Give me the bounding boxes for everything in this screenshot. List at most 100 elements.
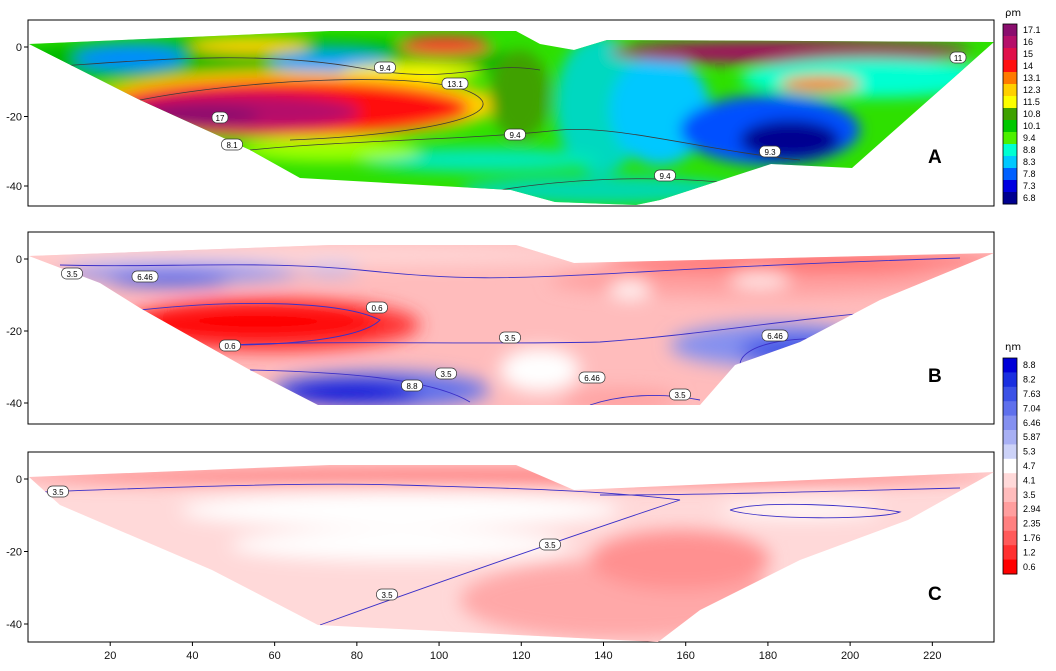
contour-label: 8.1: [221, 138, 243, 151]
contour-label: 11: [949, 51, 967, 64]
colorbar-swatch: [1003, 60, 1017, 73]
contour-label: 9.4: [504, 128, 526, 141]
colorbar-swatch: [1003, 372, 1017, 388]
x-tick-label: 120: [512, 650, 530, 662]
svg-text:3.5: 3.5: [381, 591, 393, 600]
colorbar-title: ηm: [1005, 342, 1021, 353]
contour-label: 17: [211, 111, 229, 124]
y-tick-label: -40: [6, 619, 22, 631]
axes: 0 -20 -40 0 -20 -40 0 -20 -40 20 40 60 80 100 120 140 16…: [6, 42, 941, 662]
colorbar-swatch: [1003, 48, 1017, 61]
contour-label: 3.5: [435, 367, 457, 380]
svg-text:8.8: 8.8: [406, 382, 418, 391]
colorbar-title: ρm: [1005, 8, 1021, 19]
colorbar-swatch: [1003, 192, 1017, 205]
colorbar-level-label: 6.8: [1023, 193, 1036, 203]
x-tick-label: 220: [923, 650, 941, 662]
colorbar-swatch: [1003, 358, 1017, 373]
colorbar-eta: ηm8.8 8.2 7.63 7.04 6.46 5.87 5.3 4.7 4.1 3.5 2.94…: [1002, 342, 1041, 575]
panel-c-letter: C: [928, 584, 942, 605]
colorbar-level-label: 2.94: [1023, 504, 1041, 514]
svg-text:3.5: 3.5: [504, 334, 516, 343]
contour-label: 13.1: [441, 77, 469, 90]
svg-text:9.4: 9.4: [659, 172, 671, 181]
colorbar-level-label: 14: [1023, 61, 1033, 71]
contour-label: 8.8: [401, 379, 423, 392]
colorbar-swatch: [1003, 401, 1017, 417]
colorbar-level-label: 7.04: [1023, 403, 1041, 413]
contour-label: 9.4: [654, 169, 676, 182]
svg-text:9.3: 9.3: [764, 148, 776, 157]
colorbar-swatch: [1003, 516, 1017, 532]
colorbar-swatch: [1003, 120, 1017, 133]
colorbar-swatch: [1003, 530, 1017, 546]
colorbar-level-label: 7.8: [1023, 169, 1036, 179]
svg-text:3.5: 3.5: [66, 270, 78, 279]
panel-b-contour-labels: 3.5 6.46 0.6 0.6 3.5 6.46 8.8 3.5 6.46 3.5: [61, 267, 789, 401]
colorbar-level-label: 16: [1023, 37, 1033, 47]
svg-text:3.5: 3.5: [544, 541, 556, 550]
y-tick-label: -40: [6, 181, 22, 193]
colorbar-level-label: 5.3: [1023, 447, 1036, 457]
colorbar-swatch: [1003, 473, 1017, 489]
colorbar-swatch: [1003, 108, 1017, 121]
colorbar-level-label: 7.63: [1023, 389, 1041, 399]
svg-text:6.46: 6.46: [137, 273, 153, 282]
panel-a-contour-labels: 9.4 13.1 17 8.1 9.4 9.4 9.3 11: [211, 51, 967, 182]
colorbar-swatch: [1003, 84, 1017, 97]
colorbar-swatch: [1003, 168, 1017, 181]
colorbar-swatch: [1003, 545, 1017, 561]
svg-text:3.5: 3.5: [440, 370, 452, 379]
colorbar-swatch: [1003, 559, 1017, 575]
colorbar-level-label: 1.76: [1023, 533, 1041, 543]
contour-label: 0.6: [219, 339, 241, 352]
svg-text:17: 17: [216, 114, 225, 123]
x-tick-label: 180: [759, 650, 777, 662]
svg-text:6.46: 6.46: [584, 374, 600, 383]
y-tick-label: 0: [16, 474, 22, 486]
panel-c-contour-labels: 3.5 3.5 3.5: [47, 485, 561, 601]
colorbar-swatch: [1003, 458, 1017, 474]
x-tick-label: 160: [677, 650, 695, 662]
colorbar-swatch: [1003, 24, 1017, 37]
colorbar-level-label: 17.1: [1023, 25, 1041, 35]
colorbar-level-label: 11.5: [1023, 97, 1040, 107]
svg-text:3.5: 3.5: [52, 488, 64, 497]
colorbar-level-label: 0.6: [1023, 562, 1036, 572]
colorbar-swatch: [1003, 444, 1017, 460]
colorbar-level-label: 8.2: [1023, 375, 1036, 385]
contour-label: 3.5: [61, 267, 83, 280]
contour-label: 3.5: [47, 485, 69, 498]
colorbar-level-label: 10.1: [1023, 121, 1041, 131]
colorbar-level-label: 6.46: [1023, 418, 1041, 428]
contour-label: 3.5: [539, 538, 561, 551]
colorbar-level-label: 8.3: [1023, 157, 1036, 167]
svg-text:9.4: 9.4: [509, 131, 521, 140]
contour-label: 6.46: [578, 371, 606, 384]
colorbar-level-label: 3.5: [1023, 490, 1036, 500]
y-tick-label: 0: [16, 42, 22, 54]
colorbar-level-label: 1.2: [1023, 547, 1036, 557]
colorbar-swatch: [1003, 502, 1017, 517]
colorbar-level-label: 9.4: [1023, 133, 1036, 143]
colorbar-swatch: [1003, 487, 1017, 503]
colorbar-level-label: 4.7: [1023, 461, 1036, 471]
y-tick-label: -20: [6, 326, 22, 338]
x-tick-label: 20: [104, 650, 116, 662]
svg-text:13.1: 13.1: [447, 80, 463, 89]
colorbar-level-label: 5.87: [1023, 432, 1041, 442]
y-tick-label: -40: [6, 398, 22, 410]
x-tick-label: 140: [594, 650, 612, 662]
contour-label: 3.5: [376, 588, 398, 601]
colorbar-level-label: 13.1: [1023, 73, 1041, 83]
colorbar-swatch: [1003, 72, 1017, 85]
svg-text:0.6: 0.6: [224, 342, 236, 351]
colorbar-level-label: 4.1: [1023, 475, 1036, 485]
svg-text:8.1: 8.1: [226, 141, 238, 150]
y-tick-label: -20: [6, 112, 22, 124]
svg-text:3.5: 3.5: [674, 391, 686, 400]
contour-label: 3.5: [669, 388, 691, 401]
y-tick-label: -20: [6, 547, 22, 559]
x-tick-label: 40: [186, 650, 198, 662]
